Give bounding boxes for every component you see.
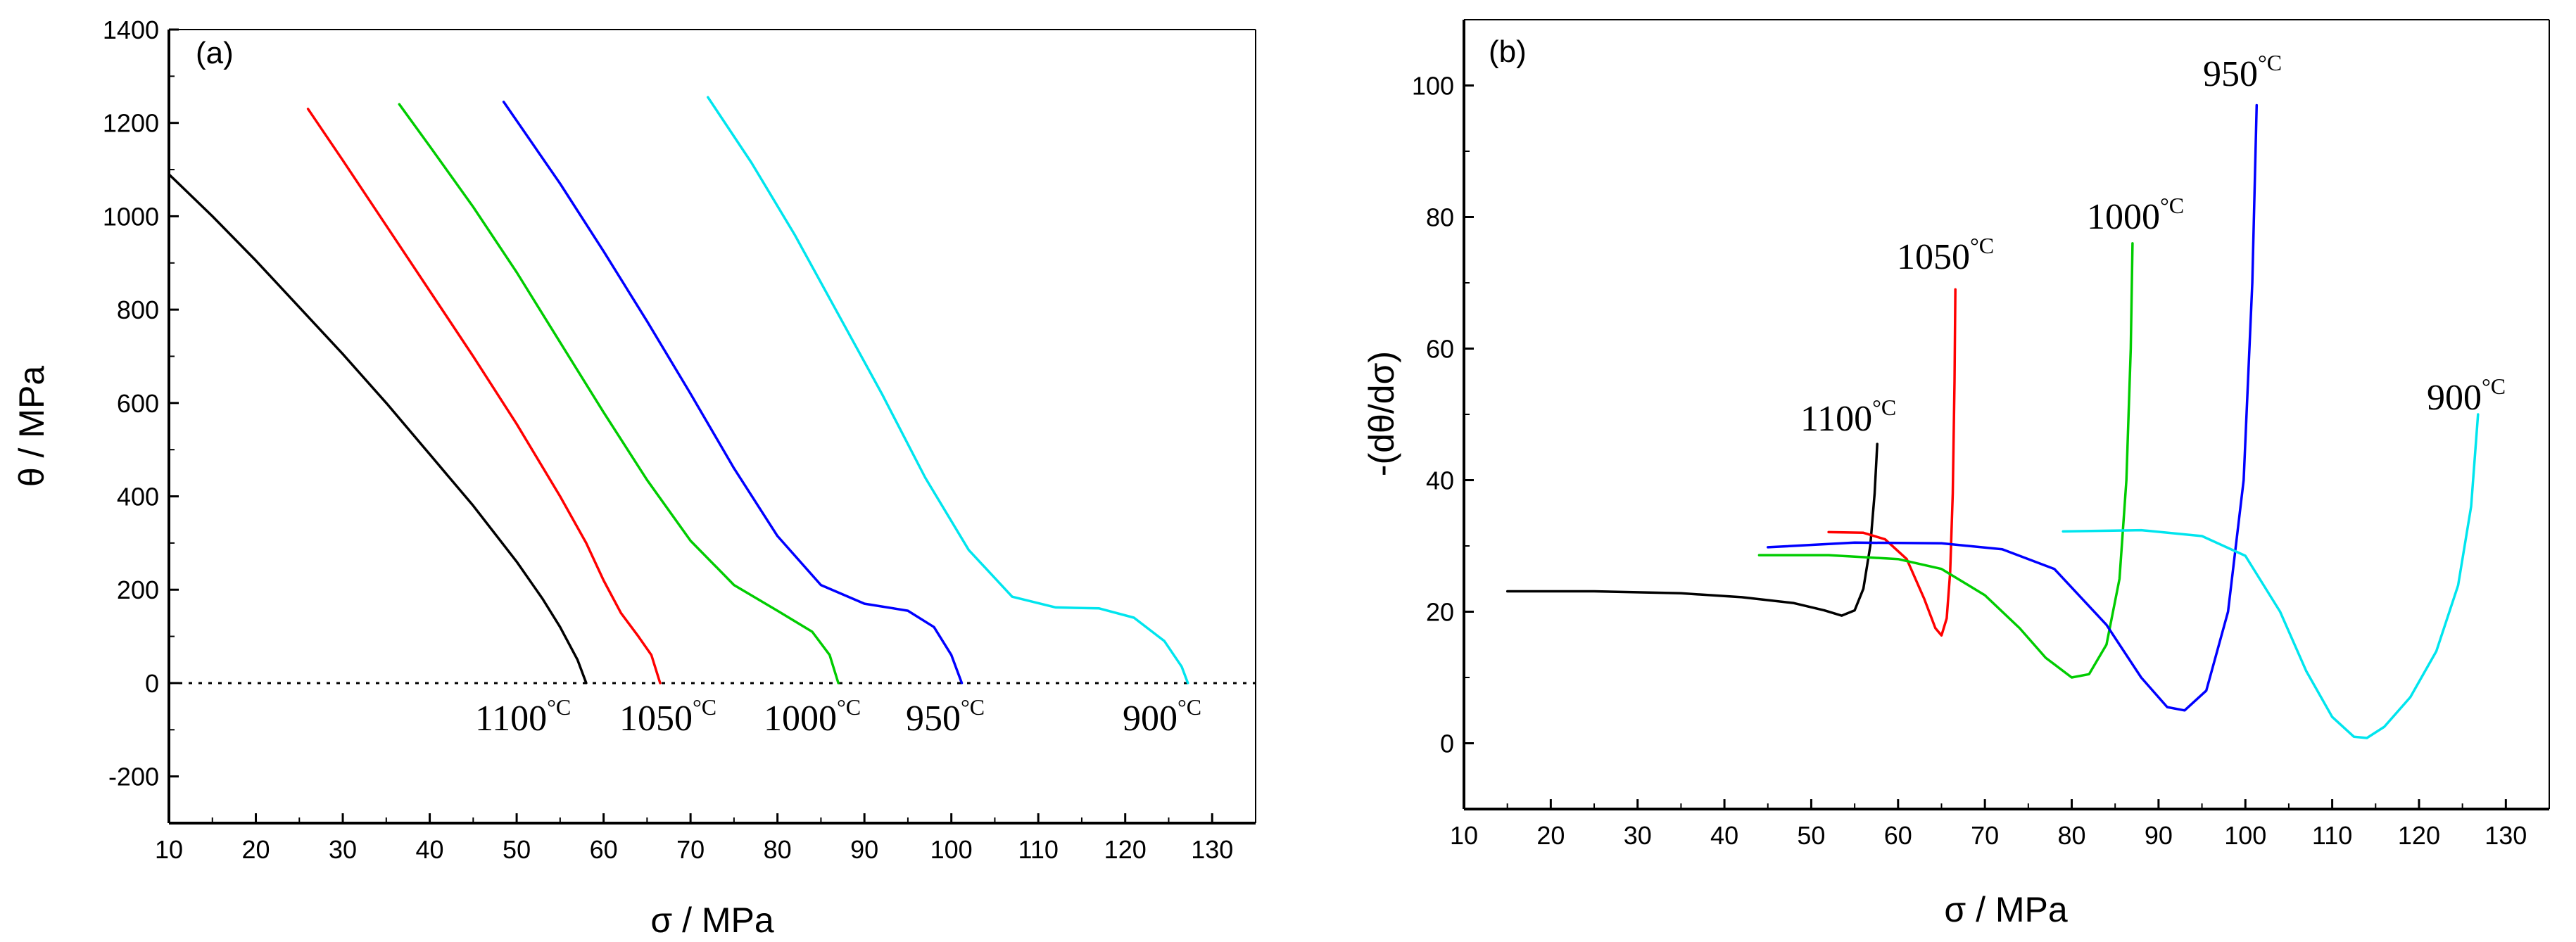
series-label-a-1050-value: 1050 [619,699,693,739]
series-label-a-1100-unit: °C [547,694,571,720]
x-tick-label-b-12: 130 [2485,821,2527,850]
x-tick-label-a-9: 100 [930,835,973,864]
series-label-b-1000: 1000°C [2087,193,2184,237]
series-label-b-900-value: 900 [2427,378,2482,418]
x-tick-label-b-6: 70 [1971,821,1999,850]
y-tick-label-a-4: 600 [117,389,159,418]
x-tick-label-a-8: 90 [850,835,878,864]
y-tick-label-a-0: -200 [108,763,159,791]
x-tick-label-b-2: 30 [1624,821,1652,850]
series-label-b-1050: 1050°C [1897,233,1994,277]
series-line-b-1100 [1505,443,1879,617]
x-tick-label-b-1: 20 [1536,821,1565,850]
series-label-b-950: 950°C [2203,50,2282,94]
series-label-a-1100-value: 1100 [475,699,547,739]
x-tick-label-a-5: 60 [590,835,618,864]
panel-b-y-axis-title: -(dθ/dσ) [1362,351,1401,476]
panel-a-x-axis-title: σ / MPa [650,900,774,940]
series-line-a-1000 [398,103,840,685]
x-tick-label-a-10: 110 [1018,835,1058,864]
series-label-b-1000-unit: °C [2160,193,2184,218]
series-label-a-1050: 1050°C [619,694,716,739]
x-tick-label-b-4: 50 [1797,821,1825,850]
series-label-a-1100: 1100°C [475,694,571,739]
x-tick-label-a-7: 80 [764,835,792,864]
y-tick-label-a-3: 400 [117,483,159,511]
x-tick-label-b-10: 110 [2312,821,2352,850]
series-label-a-900: 900°C [1123,694,1201,739]
y-tick-label-b-2: 40 [1426,466,1454,495]
series-line-b-1000 [1757,242,2134,679]
x-tick-label-a-0: 10 [155,835,183,864]
x-tick-label-b-11: 120 [2398,821,2440,850]
series-label-a-900-value: 900 [1123,699,1177,739]
x-tick-label-a-12: 130 [1191,835,1233,864]
y-tick-label-b-3: 60 [1426,335,1454,364]
x-tick-label-b-3: 40 [1710,821,1738,850]
series-label-b-1100-unit: °C [1872,395,1896,420]
panel-b-label: (b) [1489,34,1527,69]
series-label-b-900-unit: °C [2482,374,2506,399]
y-tick-label-a-1: 0 [145,669,159,698]
chart-panel-a: 10 20 30 40 50 60 70 80 90 100 110 120 130 -200 0 200 4… [12,15,1256,940]
x-tick-label-b-7: 80 [2057,821,2085,850]
x-tick-label-a-4: 50 [503,835,531,864]
series-label-b-950-unit: °C [2258,50,2282,75]
y-tick-label-b-4: 80 [1426,203,1454,232]
x-tick-label-a-6: 70 [676,835,705,864]
x-tick-label-b-8: 90 [2145,821,2173,850]
series-label-b-900: 900°C [2427,374,2506,418]
y-tick-label-a-7: 1200 [103,109,159,138]
series-line-a-1100 [168,172,588,685]
chart-panel-b: 10 20 30 40 50 60 70 80 90 100 110 120 130 0 20 40 60 80… [1362,19,2550,929]
x-tick-label-a-2: 30 [329,835,357,864]
series-label-b-1100: 1100°C [1800,395,1896,439]
series-label-b-1100-value: 1100 [1800,399,1872,439]
x-tick-label-a-11: 120 [1104,835,1147,864]
series-label-a-900-unit: °C [1177,694,1201,720]
panel-a-label: (a) [196,36,234,70]
x-tick-label-b-5: 60 [1884,821,1912,850]
series-label-a-1000-unit: °C [837,694,861,720]
series-label-a-950-value: 950 [906,699,961,739]
series-label-b-1050-unit: °C [1970,233,1994,258]
x-tick-label-b-0: 10 [1450,821,1478,850]
y-tick-label-b-5: 100 [1412,72,1454,101]
series-line-b-900 [2062,413,2480,739]
series-label-b-1000-value: 1000 [2087,197,2160,237]
series-line-a-900 [707,96,1189,685]
x-tick-label-a-1: 20 [241,835,270,864]
y-tick-label-b-0: 0 [1440,730,1454,758]
series-label-a-1000: 1000°C [764,694,861,739]
panel-b-x-axis-title: σ / MPa [1944,890,2068,929]
y-tick-label-a-2: 200 [117,575,159,604]
x-tick-label-a-3: 40 [416,835,444,864]
series-line-a-950 [502,101,964,685]
series-line-a-1050 [306,108,662,685]
y-tick-label-a-5: 800 [117,295,159,324]
x-tick-label-b-9: 100 [2224,821,2266,850]
series-label-b-1050-value: 1050 [1897,237,1970,277]
series-line-b-1050 [1827,288,1957,637]
y-tick-label-a-6: 1000 [103,202,159,231]
series-label-a-950: 950°C [906,694,985,739]
series-label-a-950-unit: °C [961,694,985,720]
panel-a-y-axis-title: θ / MPa [12,366,51,487]
series-label-b-950-value: 950 [2203,54,2258,94]
y-tick-label-a-8: 1400 [103,15,159,44]
series-label-a-1000-value: 1000 [764,699,837,739]
series-line-b-950 [1767,103,2259,712]
y-tick-label-b-1: 20 [1426,598,1454,627]
series-label-a-1050-unit: °C [693,694,716,720]
